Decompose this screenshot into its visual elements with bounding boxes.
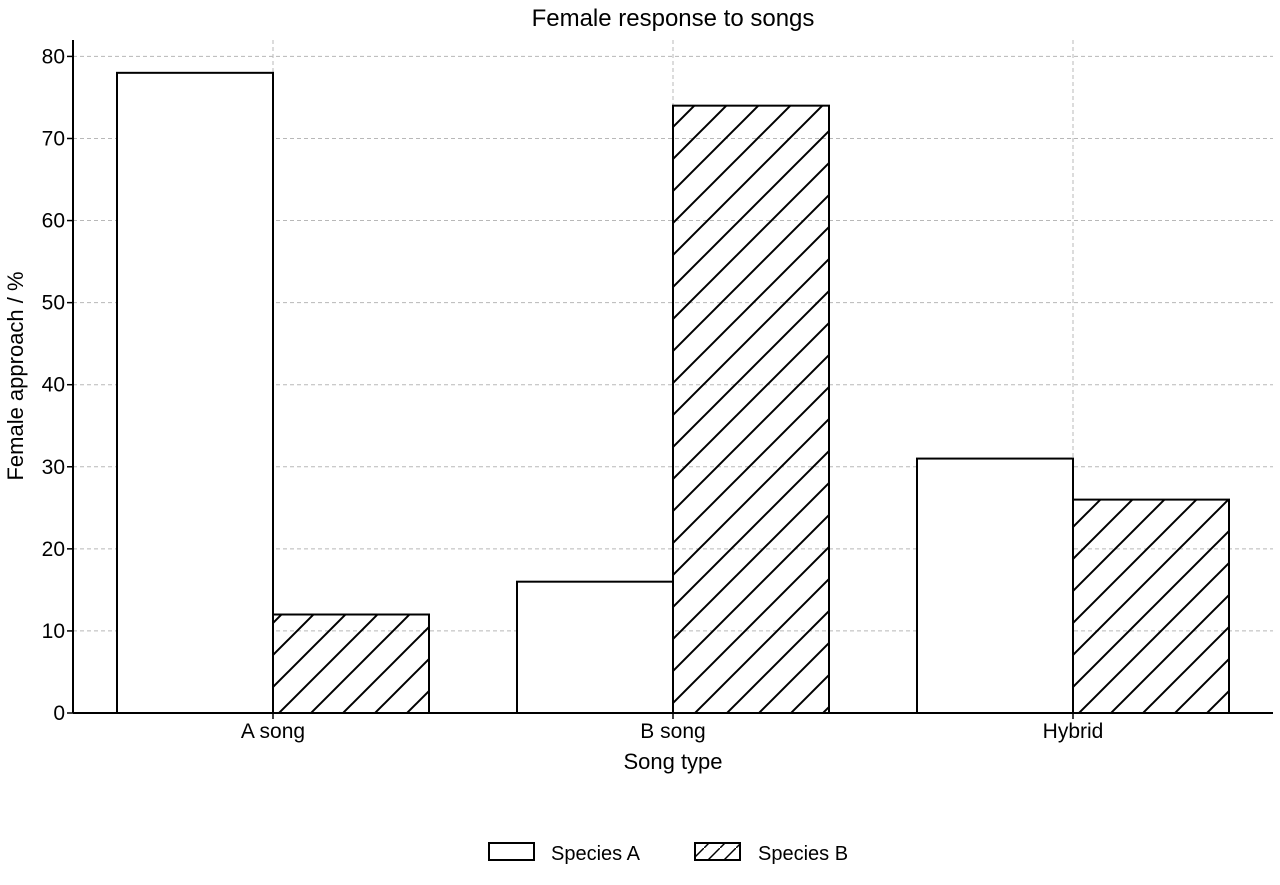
legend-label-species-a: Species A xyxy=(551,843,641,865)
y-tick-label: 20 xyxy=(42,538,65,561)
legend-label-species-b: Species B xyxy=(758,843,848,865)
y-tick-label: 0 xyxy=(53,702,65,725)
x-tick-label: Hybrid xyxy=(1043,720,1104,743)
bar-species-b-b-song xyxy=(672,104,830,715)
y-tick-label: 30 xyxy=(42,456,65,479)
bars-layer xyxy=(116,71,1230,715)
legend: Species A Species B xyxy=(488,842,848,865)
x-axis-title: Song type xyxy=(623,749,722,774)
y-tick-label: 50 xyxy=(42,292,65,315)
legend-swatch-species-b xyxy=(694,842,741,861)
bar-species-a-hybrid xyxy=(916,457,1074,715)
y-axis-title: Female approach / % xyxy=(3,271,28,480)
chart-title: Female response to songs xyxy=(532,5,815,32)
x-tick-label: B song xyxy=(640,720,705,743)
y-tick-label: 80 xyxy=(42,45,65,68)
legend-swatch-species-a xyxy=(488,842,535,861)
y-tick-label: 40 xyxy=(42,374,65,397)
axes-layer: 0 10 20 30 40 50 60 70 80 A song B song Hybrid xyxy=(42,40,1273,743)
bar-species-a-b-song xyxy=(516,580,674,714)
x-tick-label: A song xyxy=(241,720,305,743)
y-tick-label: 70 xyxy=(42,127,65,150)
bar-species-a-a-song xyxy=(116,71,274,714)
y-tick-label: 60 xyxy=(42,210,65,233)
bar-species-b-a-song xyxy=(272,613,430,715)
y-tick-label: 10 xyxy=(42,620,65,643)
bar-species-b-hybrid xyxy=(1072,498,1230,714)
